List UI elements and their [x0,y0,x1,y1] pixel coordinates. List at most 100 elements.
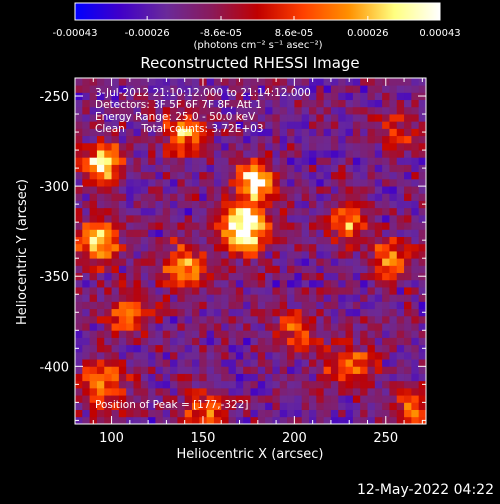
heatmap-cell [89,92,98,101]
heatmap-cell [323,121,332,129]
heatmap-cell [118,395,127,403]
heatmap-cell [352,395,361,403]
heatmap-cell [250,416,259,424]
heatmap-cell [213,287,222,295]
heatmap-cell [374,207,383,216]
heatmap-cell [75,121,83,129]
heatmap-cell [89,366,98,374]
heatmap-cell [118,265,127,274]
heatmap-cell [396,308,405,317]
heatmap-cell [316,200,325,209]
heatmap-cell [374,380,383,389]
heatmap-cell [389,323,398,331]
heatmap-cell [389,373,398,382]
heatmap-cell [235,373,244,382]
heatmap-cell [418,222,426,230]
heatmap-cell [170,315,178,324]
heatmap-cell [250,265,259,274]
heatmap-cell [265,337,273,346]
heatmap-cell [118,178,127,187]
heatmap-cell [118,315,127,324]
heatmap-cell [396,128,405,137]
heatmap-cell [89,99,98,108]
heatmap-cell [126,85,134,93]
heatmap-cell [184,416,193,424]
heatmap-cell [243,380,251,389]
heatmap-cell [345,294,354,302]
heatmap-cell [396,171,405,180]
heatmap-cell [323,178,332,187]
heatmap-cell [155,337,164,346]
heatmap-cell [352,207,361,216]
heatmap-cell [96,395,105,403]
heatmap-cell [360,301,368,310]
heatmap-cell [352,193,361,201]
heatmap-cell [309,222,317,230]
heatmap-cell [360,395,368,403]
heatmap-cell [192,366,200,374]
heatmap-cell [192,308,200,317]
heatmap-cell [352,258,361,266]
heatmap-cell [250,236,259,245]
heatmap-cell [221,85,229,93]
heatmap-cell [104,323,112,331]
heatmap-cell [133,409,142,418]
heatmap-cell [294,229,303,237]
heatmap-cell [140,323,149,331]
x-tick-label: 200 [282,431,307,446]
heatmap-cell [345,251,354,259]
heatmap-cell [140,287,149,295]
heatmap-cell [235,402,244,410]
heatmap-cell [389,330,398,338]
heatmap-cell [330,150,339,158]
heatmap-cell [257,186,266,194]
heatmap-cell [184,301,193,310]
heatmap-cell [75,258,83,266]
heatmap-cell [323,236,332,245]
heatmap-cell [301,121,310,129]
heatmap-cell [96,157,105,165]
heatmap-cell [287,150,295,158]
heatmap-cell [243,351,251,360]
heatmap-cell [352,387,361,396]
heatmap-cell [192,164,200,173]
heatmap-cell [367,121,376,129]
heatmap-cell [382,373,390,382]
heatmap-cell [309,315,317,324]
heatmap-cell [257,92,266,101]
heatmap-cell [418,229,426,237]
heatmap-cell [404,387,412,396]
heatmap-cell [309,387,317,396]
heatmap-cell [243,308,251,317]
heatmap-cell [184,236,193,245]
heatmap-cell [338,287,346,295]
heatmap-cell [382,272,390,281]
heatmap-cell [338,402,346,410]
heatmap-cell [404,128,412,137]
heatmap-cell [374,315,383,324]
heatmap-cell [221,106,229,115]
heatmap-cell [75,214,83,223]
heatmap-cell [133,359,142,367]
heatmap-cell [279,222,288,230]
heatmap-cell [323,128,332,137]
heatmap-cell [133,142,142,151]
heatmap-cell [243,294,251,302]
heatmap-cell [162,308,171,317]
heatmap-cell [140,78,149,86]
heatmap-cell [389,128,398,137]
heatmap-cell [374,222,383,230]
heatmap-cell [228,395,237,403]
heatmap-cell [82,106,91,115]
heatmap-cell [287,171,295,180]
heatmap-cell [352,78,361,86]
heatmap-cell [352,301,361,310]
heatmap-cell [243,135,251,144]
heatmap-cell [89,287,98,295]
heatmap-cell [221,323,229,331]
heatmap-cell [396,135,405,144]
heatmap-cell [82,301,91,310]
heatmap-cell [287,337,295,346]
heatmap-cell [118,366,127,374]
heatmap-cell [257,380,266,389]
